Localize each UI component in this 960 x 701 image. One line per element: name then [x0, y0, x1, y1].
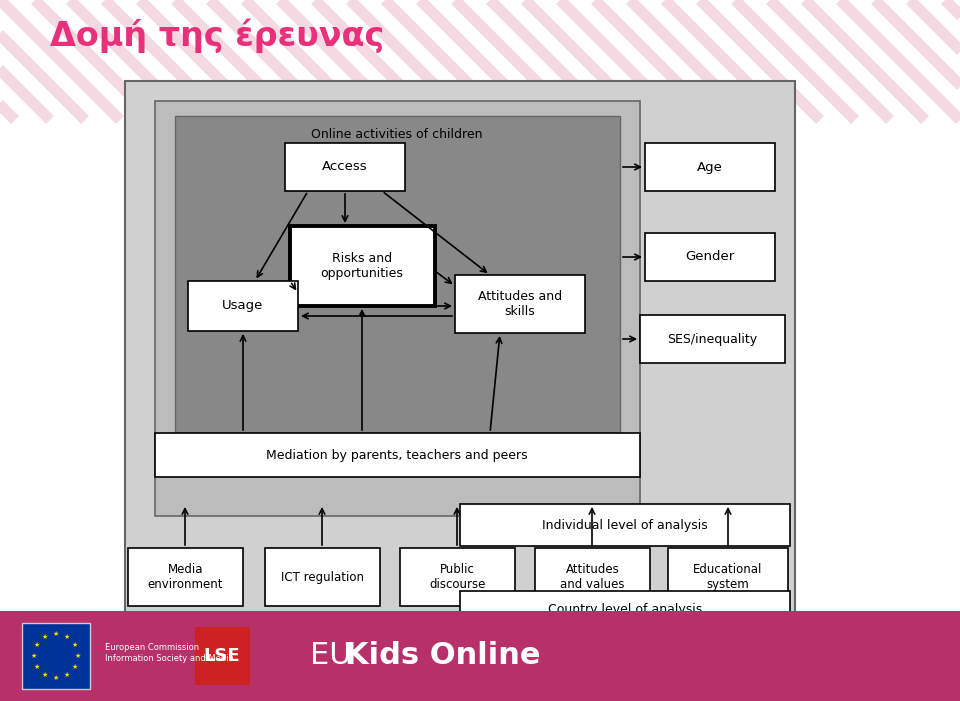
Text: Kids Online: Kids Online	[345, 641, 540, 670]
Text: Public
discourse: Public discourse	[429, 563, 486, 591]
Text: Gender: Gender	[685, 250, 734, 264]
Text: ★: ★	[72, 664, 78, 670]
Text: ★: ★	[64, 634, 70, 640]
Bar	[265, 548, 380, 606]
Bar	[128, 548, 243, 606]
Bar	[195, 627, 250, 685]
Text: ★: ★	[75, 653, 82, 659]
Text: Δομή της έρευνας: Δομή της έρευνας	[50, 19, 384, 53]
Text: EU: EU	[310, 641, 361, 670]
Bar	[460, 504, 790, 546]
Bar	[668, 548, 788, 606]
Text: Mediation by parents, teachers and peers: Mediation by parents, teachers and peers	[266, 449, 528, 461]
Text: ★: ★	[42, 672, 48, 678]
Text: ★: ★	[72, 642, 78, 648]
Bar	[290, 226, 435, 306]
Text: Online activities of children: Online activities of children	[311, 128, 483, 140]
Text: ★: ★	[31, 653, 37, 659]
Bar	[535, 548, 650, 606]
Text: ★: ★	[64, 672, 70, 678]
Text: ★: ★	[53, 675, 60, 681]
Text: ICT regulation: ICT regulation	[281, 571, 364, 583]
Bar	[460, 591, 790, 629]
Text: ★: ★	[42, 634, 48, 640]
Bar	[285, 143, 405, 191]
Text: Media
environment: Media environment	[148, 563, 224, 591]
Text: Individual level of analysis: Individual level of analysis	[542, 519, 708, 531]
Text: Age: Age	[697, 161, 723, 174]
Text: SES/inequality: SES/inequality	[667, 332, 757, 346]
Bar	[188, 281, 298, 331]
Bar	[155, 433, 640, 477]
Bar	[455, 275, 585, 333]
Bar	[125, 81, 795, 631]
Bar	[155, 101, 640, 516]
Text: LSE: LSE	[204, 647, 240, 665]
Bar	[845, 611, 960, 701]
Bar	[640, 315, 785, 363]
Bar	[0, 611, 960, 701]
Text: ★: ★	[34, 642, 40, 648]
Text: Usage: Usage	[223, 299, 264, 313]
Bar	[400, 548, 515, 606]
Text: Attitudes and
skills: Attitudes and skills	[478, 290, 562, 318]
Text: ★: ★	[53, 631, 60, 637]
Text: ★: ★	[34, 664, 40, 670]
Bar	[175, 116, 620, 446]
Text: Risks and
opportunities: Risks and opportunities	[321, 252, 403, 280]
Bar	[645, 143, 775, 191]
Text: Access: Access	[323, 161, 368, 174]
Text: Educational
system: Educational system	[693, 563, 762, 591]
Bar	[22, 623, 90, 689]
Text: European Commission
Information Society and Media: European Commission Information Society …	[105, 644, 233, 662]
Text: Country level of analysis: Country level of analysis	[548, 604, 702, 616]
Bar	[645, 233, 775, 281]
Text: Attitudes
and values: Attitudes and values	[561, 563, 625, 591]
